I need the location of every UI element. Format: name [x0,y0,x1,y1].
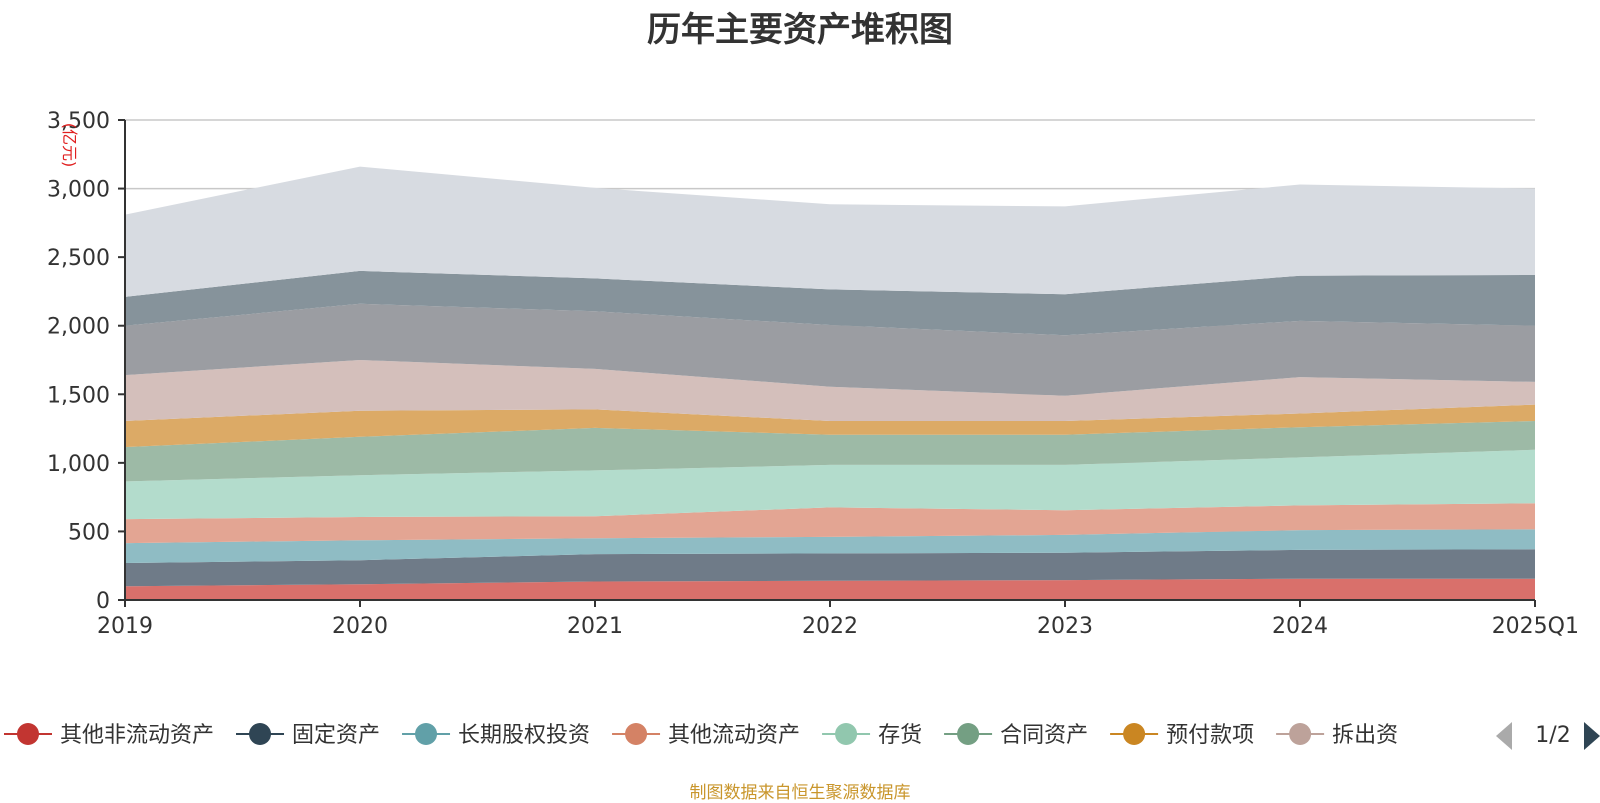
x-tick-label: 2022 [802,614,858,639]
x-tick-label: 2024 [1272,614,1328,639]
legend-marker [1289,723,1312,745]
area-series-4[interactable] [125,503,1535,544]
legend-item[interactable]: 预付款项 [1110,723,1254,748]
legend: 其他非流动资产 固定资产 长期股权投资 其他流动资产 存货 合同资产 预付款项 拆出资 1/2 [4,722,1600,750]
area-series-8[interactable] [125,360,1535,421]
chart-title: 历年主要资产堆积图 [647,10,953,50]
area-series-5[interactable] [125,449,1535,520]
legend-marker [957,723,980,745]
area-series-6[interactable] [125,421,1535,482]
legend-label: 固定资产 [292,723,380,748]
area-series-9[interactable] [125,303,1535,396]
y-tick-label: 1,500 [47,383,110,408]
legend-label: 合同资产 [1000,723,1088,748]
area-series-2[interactable] [125,549,1535,587]
y-tick-label: 0 [96,589,110,614]
legend-label: 其他流动资产 [668,723,800,748]
y-tick-label: 500 [68,520,110,545]
area-series-3[interactable] [125,529,1535,563]
x-tick-label: 2025Q1 [1492,614,1579,639]
y-tick-label: 1,000 [47,452,110,477]
legend-items: 其他非流动资产 固定资产 长期股权投资 其他流动资产 存货 合同资产 预付款项 拆出资 [4,723,1398,748]
legend-marker [249,723,272,745]
y-tick-label: 3,000 [47,178,110,203]
legend-item[interactable]: 其他流动资产 [612,723,800,748]
legend-marker [835,723,858,745]
legend-item[interactable]: 存货 [822,723,922,748]
legend-label: 存货 [878,723,922,748]
legend-item[interactable]: 固定资产 [236,723,380,748]
legend-next-page-icon[interactable] [1584,722,1600,750]
y-tick-label: 3,500 [47,109,110,134]
x-tick-label: 2023 [1037,614,1093,639]
legend-item[interactable]: 合同资产 [944,723,1088,748]
legend-page-indicator: 1/2 [1535,723,1570,748]
legend-marker [625,723,648,745]
y-tick-label: 2,000 [47,315,110,340]
x-tick-label: 2019 [97,614,153,639]
legend-item[interactable]: 其他非流动资产 [4,723,214,748]
legend-label: 拆出资 [1332,723,1398,748]
area-series-1[interactable] [125,578,1535,600]
legend-prev-page-icon[interactable] [1496,722,1512,750]
legend-marker [17,723,39,745]
legend-label: 其他非流动资产 [60,723,214,748]
area-series-group [125,166,1535,600]
y-axis-unit-label: (亿元) [60,123,79,168]
area-series-10[interactable] [125,270,1535,336]
x-tick-label: 2020 [332,614,388,639]
area-series-11[interactable] [125,166,1535,297]
source-note: 制图数据来自恒生聚源数据库 [689,783,911,803]
legend-label: 长期股权投资 [458,723,590,748]
x-tick-label: 2021 [567,614,623,639]
legend-item[interactable]: 长期股权投资 [402,723,590,748]
legend-marker [415,723,438,745]
y-tick-label: 2,500 [47,246,110,271]
legend-label: 预付款项 [1166,723,1254,748]
area-series-7[interactable] [125,404,1535,448]
legend-item[interactable]: 拆出资 [1276,723,1398,748]
axes: 0 500 1,000 1,500 2,000 2,500 3,000 3,500(亿元) 20… [47,109,1579,639]
legend-marker [1123,723,1146,745]
